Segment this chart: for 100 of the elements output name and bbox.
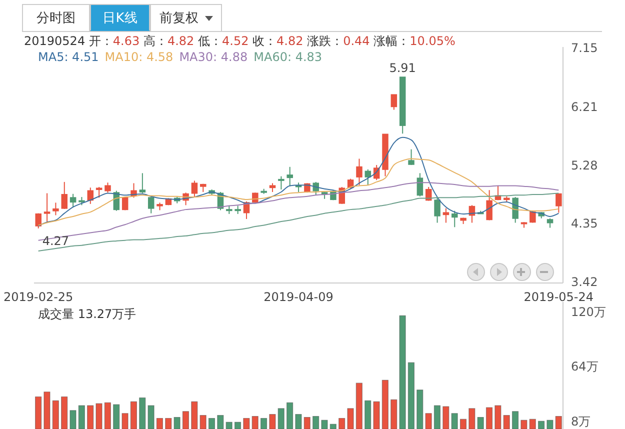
candlestick: [434, 196, 440, 224]
bar: [390, 399, 398, 429]
bar: [78, 405, 85, 429]
bar: [278, 408, 284, 429]
candlestick: [191, 180, 198, 198]
candlestick: [44, 192, 50, 222]
bar: [295, 414, 302, 429]
candlestick: [35, 212, 42, 229]
bar: [494, 405, 502, 429]
bar: [122, 413, 128, 429]
bar: [182, 411, 190, 429]
bar: [520, 420, 528, 429]
bar: [408, 362, 415, 429]
candlestick: [286, 166, 293, 187]
bar: [442, 406, 450, 429]
bar: [399, 315, 406, 429]
candlestick: [52, 202, 59, 216]
bar: [252, 416, 258, 429]
y-tick-label: 7.15: [571, 40, 598, 55]
text: 分时图: [22, 4, 90, 31]
bar: [44, 392, 50, 429]
candlestick: [512, 196, 518, 224]
bar: [269, 414, 276, 429]
candlestick: [356, 158, 362, 186]
bar: [61, 396, 68, 429]
bar: [130, 401, 137, 429]
annotation: 4.27: [42, 234, 70, 248]
bar: [87, 405, 94, 429]
bar: [191, 401, 198, 429]
bar: [512, 411, 519, 429]
bar: [321, 420, 328, 429]
bar: [208, 418, 216, 429]
bar: [260, 418, 268, 429]
bar: [104, 402, 111, 429]
candlestick: [87, 187, 94, 204]
candlestick: [364, 168, 372, 186]
annotation: 5.91: [389, 61, 416, 76]
x-tick-label: 2019-05-24: [524, 290, 594, 304]
bar: [468, 408, 476, 429]
bar: [364, 400, 372, 429]
text: MA5: 4.51: [38, 50, 99, 64]
bar: [486, 407, 493, 429]
bar: [477, 416, 484, 429]
bar: [148, 405, 154, 429]
text: 20190524 开：4.63 高：4.82 低：4.52 收：4.82 涨跌：0.44 涨幅：10.05%: [24, 34, 456, 48]
x-tick-label: 2019-04-09: [264, 290, 334, 304]
candlestick: [61, 181, 68, 210]
bar: [139, 397, 146, 429]
bar: [416, 390, 424, 429]
bar: [460, 418, 467, 429]
candlestick: [139, 172, 146, 194]
candlestick: [556, 193, 562, 214]
candlestick: [390, 94, 398, 110]
candlestick: [148, 196, 154, 214]
bar: [373, 401, 380, 429]
bar: [234, 422, 242, 429]
text: MA30: 4.88: [179, 50, 248, 64]
bar: [96, 403, 102, 429]
bar: [226, 422, 232, 429]
text: MA10: 4.58: [104, 50, 174, 64]
candlestick: [104, 182, 111, 194]
bar: [425, 413, 432, 429]
y-tick-label: 5.28: [571, 158, 598, 172]
bar: [330, 424, 336, 429]
bar: [200, 415, 206, 429]
x-tick-label: 2019-02-25: [3, 290, 74, 304]
bar: [286, 402, 294, 429]
y-tick-label: 120万: [571, 305, 606, 320]
bar: [338, 418, 346, 429]
y-tick-label: 8万: [571, 414, 591, 428]
bar: [529, 418, 536, 429]
bar: [538, 420, 545, 429]
candlestick: [70, 193, 76, 208]
text: 日K线: [90, 4, 150, 31]
bar: [503, 415, 510, 429]
bar: [52, 400, 59, 429]
bar: [434, 405, 441, 429]
candlestick: [442, 208, 450, 224]
candlestick: [452, 210, 458, 228]
text: MA60: 4.83: [254, 50, 322, 64]
bar: [217, 415, 224, 429]
bar: [70, 410, 76, 429]
text: 前复权: [150, 4, 222, 31]
candlestick: [96, 186, 102, 198]
bar: [156, 418, 164, 429]
candlestick: [278, 176, 284, 190]
candlestick: [546, 218, 554, 228]
y-tick-label: 4.35: [571, 216, 598, 231]
y-tick-label: 6.21: [571, 100, 598, 114]
bar: [555, 416, 562, 429]
candlestick: [416, 172, 424, 197]
bar: [304, 416, 310, 429]
annotation: 成交量 13.27万手: [38, 306, 136, 323]
bar: [451, 413, 458, 429]
y-tick-label: 64万: [571, 360, 598, 374]
bar: [165, 418, 172, 429]
bar: [546, 420, 554, 429]
candlestick: [408, 148, 414, 166]
y-tick-label: 3.42: [571, 275, 598, 290]
bar: [382, 380, 388, 429]
